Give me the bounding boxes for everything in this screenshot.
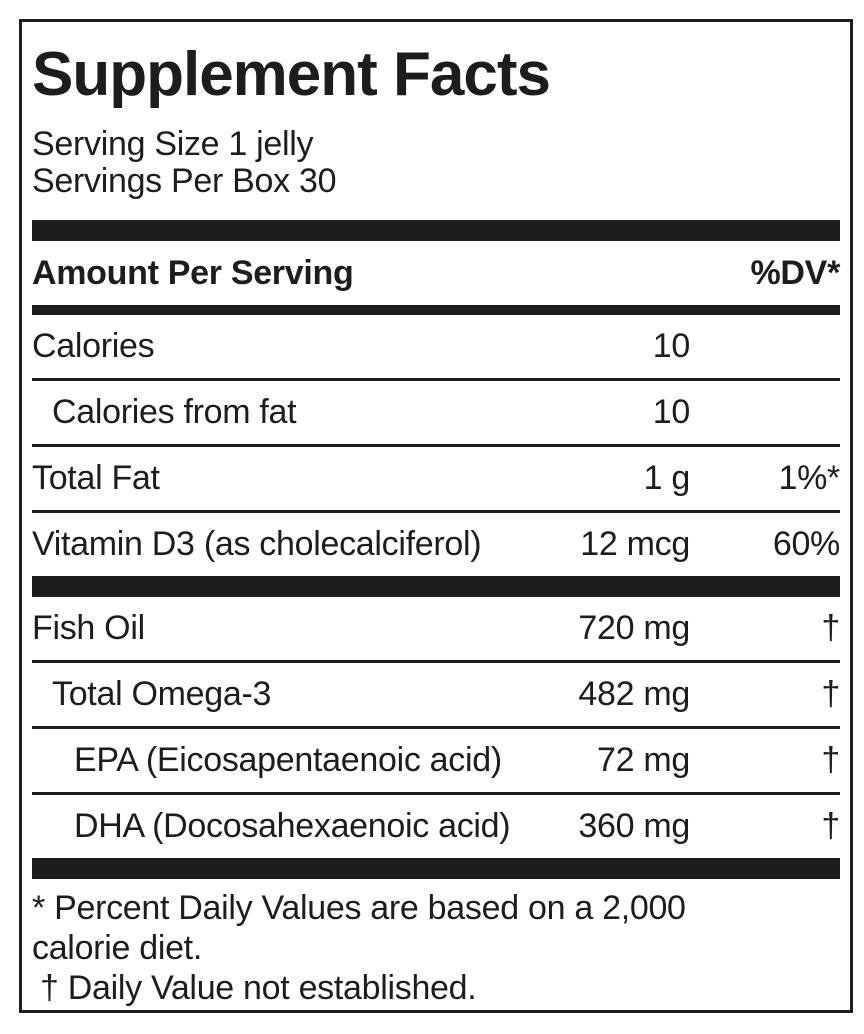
nutrient-amount: 12 mcg (580, 525, 690, 563)
separator-bar-top (32, 220, 840, 241)
footnote-percent-dv: * Percent Daily Values are based on a 2,… (32, 889, 686, 967)
hairline-rule (32, 444, 840, 447)
separator-bar-bottom (32, 858, 840, 879)
nutrient-amount: 720 mg (578, 609, 690, 647)
nutrient-row-total-omega-3: Total Omega-3 482 mg † (32, 663, 840, 726)
footnote-daily-value: † Daily Value not established. (40, 969, 477, 1007)
panel-title: Supplement Facts (32, 40, 551, 109)
nutrient-dv: † (821, 675, 840, 713)
nutrient-amount: 1 g (643, 459, 691, 497)
nutrient-amount: 72 mg (597, 741, 690, 779)
nutrient-row-vitamin-d3: Vitamin D3 (as cholecalciferol) 12 mcg 6… (32, 513, 840, 576)
nutrient-row-epa: EPA (Eicosapentaenoic acid) 72 mg † (32, 729, 840, 792)
nutrient-name: Total Fat (32, 459, 160, 497)
nutrient-amount: 360 mg (578, 807, 690, 845)
nutrient-name: EPA (Eicosapentaenoic acid) (74, 741, 502, 779)
nutrient-row-total-fat: Total Fat 1 g 1%* (32, 447, 840, 510)
nutrient-name: Vitamin D3 (as cholecalciferol) (32, 525, 482, 563)
nutrient-row-calories: Calories 10 (32, 315, 840, 378)
column-header-dv: %DV* (750, 253, 841, 292)
nutrient-name: Fish Oil (32, 609, 145, 647)
nutrient-dv: † (821, 609, 840, 647)
nutrient-row-fish-oil: Fish Oil 720 mg † (32, 597, 840, 660)
separator-bar-header (32, 305, 840, 315)
nutrient-name: Calories from fat (52, 393, 297, 431)
nutrient-name: Calories (32, 327, 155, 365)
servings-per-box-text: Servings Per Box 30 (32, 162, 337, 200)
column-header-amount-per-serving: Amount Per Serving (32, 253, 354, 292)
hairline-rule (32, 378, 840, 381)
nutrient-row-dha: DHA (Docosahexaenoic acid) 360 mg † (32, 795, 840, 858)
nutrient-dv: 1%* (778, 459, 841, 497)
nutrient-amount: 482 mg (578, 675, 690, 713)
hairline-rule (32, 510, 840, 513)
nutrient-row-calories-from-fat: Calories from fat 10 (32, 381, 840, 444)
nutrient-amount: 10 (652, 393, 691, 431)
hairline-rule (32, 726, 840, 729)
nutrient-amount: 10 (652, 327, 691, 365)
nutrient-dv: † (821, 807, 840, 845)
hairline-rule (32, 792, 840, 795)
column-header-row: Amount Per Serving %DV* (32, 241, 840, 305)
nutrient-name: DHA (Docosahexaenoic acid) (74, 807, 511, 845)
serving-size-text: Serving Size 1 jelly (32, 125, 314, 163)
serving-info: Serving Size 1 jelly Servings Per Box 30 (32, 126, 840, 200)
supplement-facts-panel: Supplement Facts Serving Size 1 jelly Se… (19, 19, 853, 1013)
separator-bar-middle (32, 576, 840, 597)
nutrient-dv: † (821, 741, 840, 779)
nutrient-dv: 60% (772, 525, 840, 563)
footnotes: * Percent Daily Values are based on a 2,… (32, 888, 840, 1008)
hairline-rule (32, 660, 840, 663)
nutrient-name: Total Omega-3 (52, 675, 272, 713)
